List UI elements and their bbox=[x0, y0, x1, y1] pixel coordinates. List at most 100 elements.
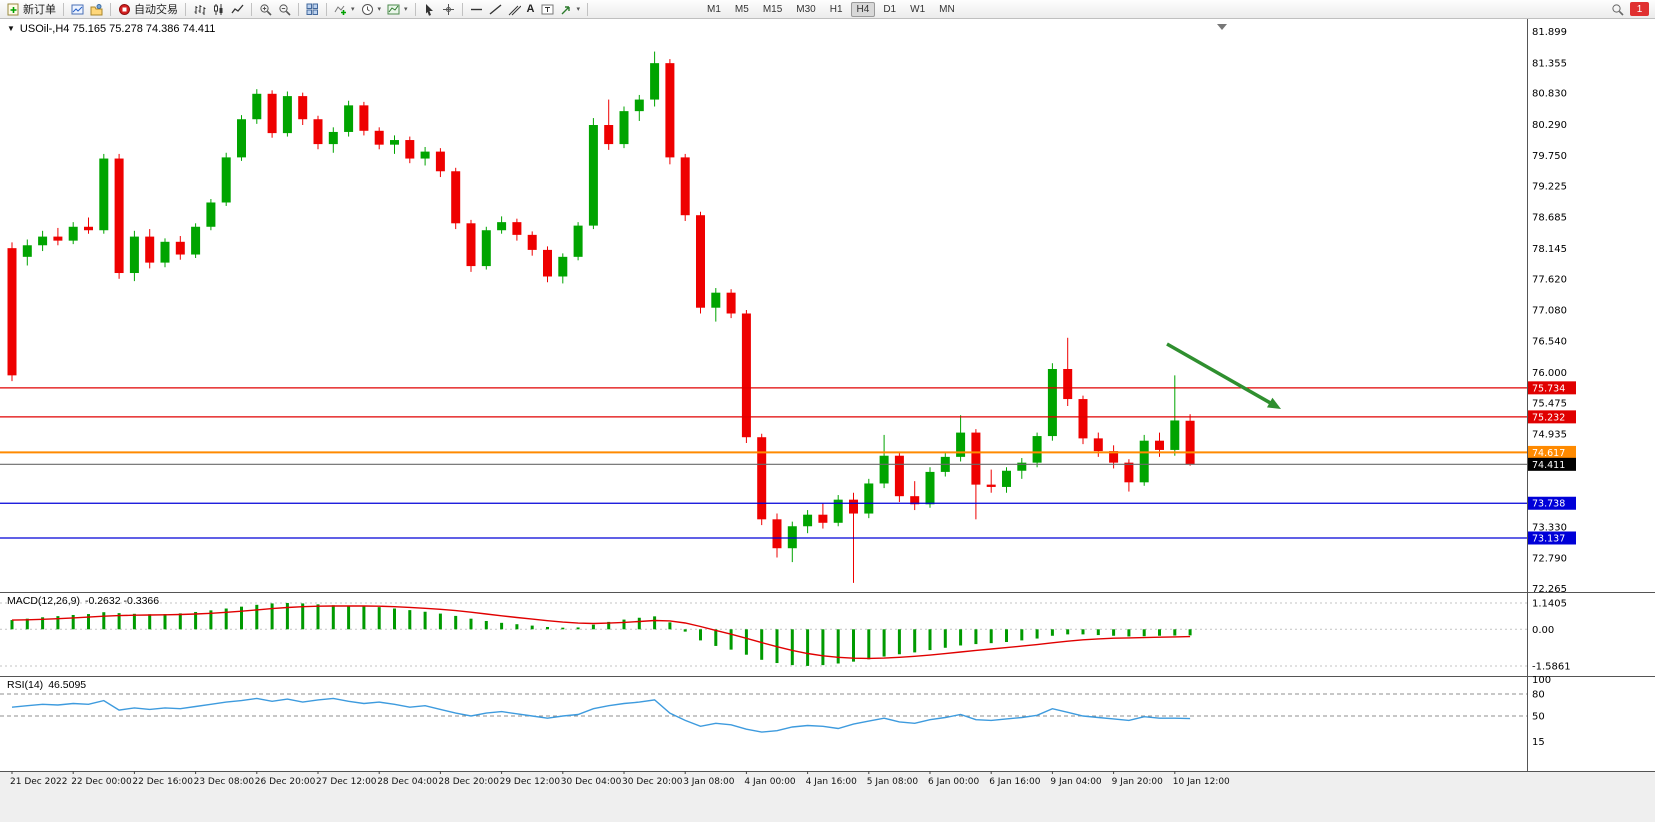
candlestick-chart-button[interactable] bbox=[209, 1, 228, 18]
candle-body bbox=[650, 63, 660, 100]
horizontal-line-button[interactable] bbox=[467, 1, 486, 18]
price-axis-label: 77.620 bbox=[1532, 274, 1567, 285]
candle-body bbox=[206, 202, 216, 227]
candle-body bbox=[252, 93, 262, 120]
search-icon[interactable] bbox=[1611, 3, 1624, 16]
price-tag-label: 74.411 bbox=[1532, 460, 1565, 471]
one-click-trading-toggle[interactable]: ▼ bbox=[7, 24, 15, 33]
price-axis-label: 72.265 bbox=[1532, 584, 1567, 595]
time-axis-label: 23 Dec 08:00 bbox=[194, 777, 255, 787]
cursor-button[interactable] bbox=[420, 1, 439, 18]
candle-body bbox=[267, 93, 277, 134]
macd-histogram-bar bbox=[194, 611, 198, 630]
toolbar-separator bbox=[298, 2, 299, 16]
arrow-annotation-head[interactable] bbox=[1266, 397, 1281, 409]
time-axis-label: 29 Dec 12:00 bbox=[500, 777, 561, 787]
macd-histogram-bar bbox=[270, 603, 274, 630]
timeframe-button-MN[interactable]: MN bbox=[939, 3, 955, 15]
bar-chart-button[interactable] bbox=[190, 1, 209, 18]
crosshair-button[interactable] bbox=[439, 1, 458, 18]
text-label-button[interactable] bbox=[538, 1, 557, 18]
macd-histogram-bar bbox=[1127, 629, 1131, 637]
macd-histogram-bar bbox=[423, 611, 427, 630]
equidistant-channel-icon bbox=[508, 3, 521, 16]
periods-button[interactable]: ▾ bbox=[358, 1, 385, 18]
candle-body bbox=[711, 292, 721, 308]
zoom-out-icon bbox=[278, 3, 291, 16]
new-chart-button[interactable] bbox=[68, 1, 87, 18]
price-tag-label: 73.738 bbox=[1532, 499, 1565, 510]
macd-histogram-bar bbox=[255, 604, 259, 630]
macd-histogram-bar bbox=[790, 629, 794, 666]
price-axis-label: 78.685 bbox=[1532, 213, 1567, 224]
candle-body bbox=[129, 236, 139, 274]
candle-body bbox=[956, 432, 966, 457]
rsi-line bbox=[11, 697, 1191, 733]
timeframe-button-M1[interactable]: M1 bbox=[707, 3, 721, 15]
timeframe-button-M30[interactable]: M30 bbox=[796, 3, 816, 15]
arrows-button[interactable]: ▾ bbox=[557, 1, 584, 18]
tile-windows-button[interactable] bbox=[303, 1, 322, 18]
dropdown-icon: ▾ bbox=[351, 6, 355, 13]
macd-histogram-bar bbox=[132, 613, 136, 630]
candle-body bbox=[741, 313, 751, 438]
rsi-indicator-label: RSI(14) 46.5095 bbox=[7, 679, 86, 691]
rsi-scale-label: 15 bbox=[1532, 737, 1545, 748]
profiles-button[interactable] bbox=[87, 1, 106, 18]
template-chart-icon bbox=[387, 3, 400, 16]
price-axis-label: 75.475 bbox=[1532, 398, 1567, 409]
candle-body bbox=[1139, 440, 1149, 483]
time-axis-label: 9 Jan 04:00 bbox=[1050, 777, 1102, 787]
macd-histogram-bar bbox=[316, 604, 320, 630]
timeframe-button-D1[interactable]: D1 bbox=[883, 3, 897, 15]
macd-histogram-bar bbox=[729, 629, 733, 650]
chart-shift-marker[interactable] bbox=[1217, 24, 1227, 30]
candle-body bbox=[757, 437, 767, 520]
channel-button[interactable] bbox=[505, 1, 524, 18]
macd-histogram-bar bbox=[637, 617, 641, 630]
autotrading-icon bbox=[118, 3, 131, 16]
macd-histogram-bar bbox=[653, 616, 657, 630]
macd-scale-label: 1.1405 bbox=[1532, 598, 1567, 609]
timeframe-button-H1[interactable]: H1 bbox=[829, 3, 843, 15]
line-chart-button[interactable] bbox=[228, 1, 247, 18]
toolbar-separator bbox=[185, 2, 186, 16]
chart-canvas[interactable]: 81.899 81.355 80.830 80.290 79.750 79.225 78.6… bbox=[0, 19, 1655, 822]
macd-histogram-bar bbox=[714, 629, 718, 646]
timeframe-button-M15[interactable]: M15 bbox=[762, 3, 783, 15]
zoom-out-button[interactable] bbox=[275, 1, 294, 18]
candle-body bbox=[114, 158, 124, 274]
timeframe-button-W1[interactable]: W1 bbox=[910, 3, 926, 15]
macd-signal-line bbox=[11, 605, 1191, 660]
new-order-button[interactable]: 新订单 bbox=[4, 1, 59, 18]
symbol-ohlc-text: USOil-,H4 75.165 75.278 74.386 74.411 bbox=[19, 23, 216, 35]
candle-body bbox=[497, 222, 507, 231]
candle-body bbox=[680, 157, 690, 216]
macd-histogram-bar bbox=[683, 629, 687, 632]
timeframe-button-M5[interactable]: M5 bbox=[734, 3, 749, 15]
text-button[interactable]: A bbox=[524, 1, 538, 18]
toolbar-separator bbox=[63, 2, 64, 16]
timeframe-button-H4[interactable]: H4 bbox=[850, 1, 876, 17]
macd-histogram-bar bbox=[178, 613, 182, 630]
price-axis-label: 79.750 bbox=[1532, 151, 1567, 162]
autotrading-button[interactable]: 自动交易 bbox=[115, 1, 181, 18]
candle-body bbox=[604, 125, 614, 145]
candle-body bbox=[619, 111, 629, 145]
zoom-in-button[interactable] bbox=[256, 1, 275, 18]
macd-histogram-bar bbox=[362, 606, 366, 630]
notification-badge[interactable]: 1 bbox=[1630, 2, 1649, 16]
arrow-annotation-line[interactable] bbox=[1166, 342, 1274, 406]
templates-button[interactable]: ▾ bbox=[384, 1, 411, 18]
indicators-button[interactable]: ▾ bbox=[331, 1, 358, 18]
toolbar-separator bbox=[326, 2, 327, 16]
candle-body bbox=[1185, 420, 1195, 465]
macd-histogram-bar bbox=[484, 620, 488, 630]
macd-histogram-bar bbox=[1112, 629, 1116, 636]
trendline-button[interactable] bbox=[486, 1, 505, 18]
candle-body bbox=[435, 151, 445, 172]
price-axis-label: 78.145 bbox=[1532, 244, 1567, 255]
macd-histogram-bar bbox=[1050, 629, 1054, 636]
macd-histogram-bar bbox=[591, 624, 595, 630]
new-chart-icon bbox=[71, 3, 84, 16]
